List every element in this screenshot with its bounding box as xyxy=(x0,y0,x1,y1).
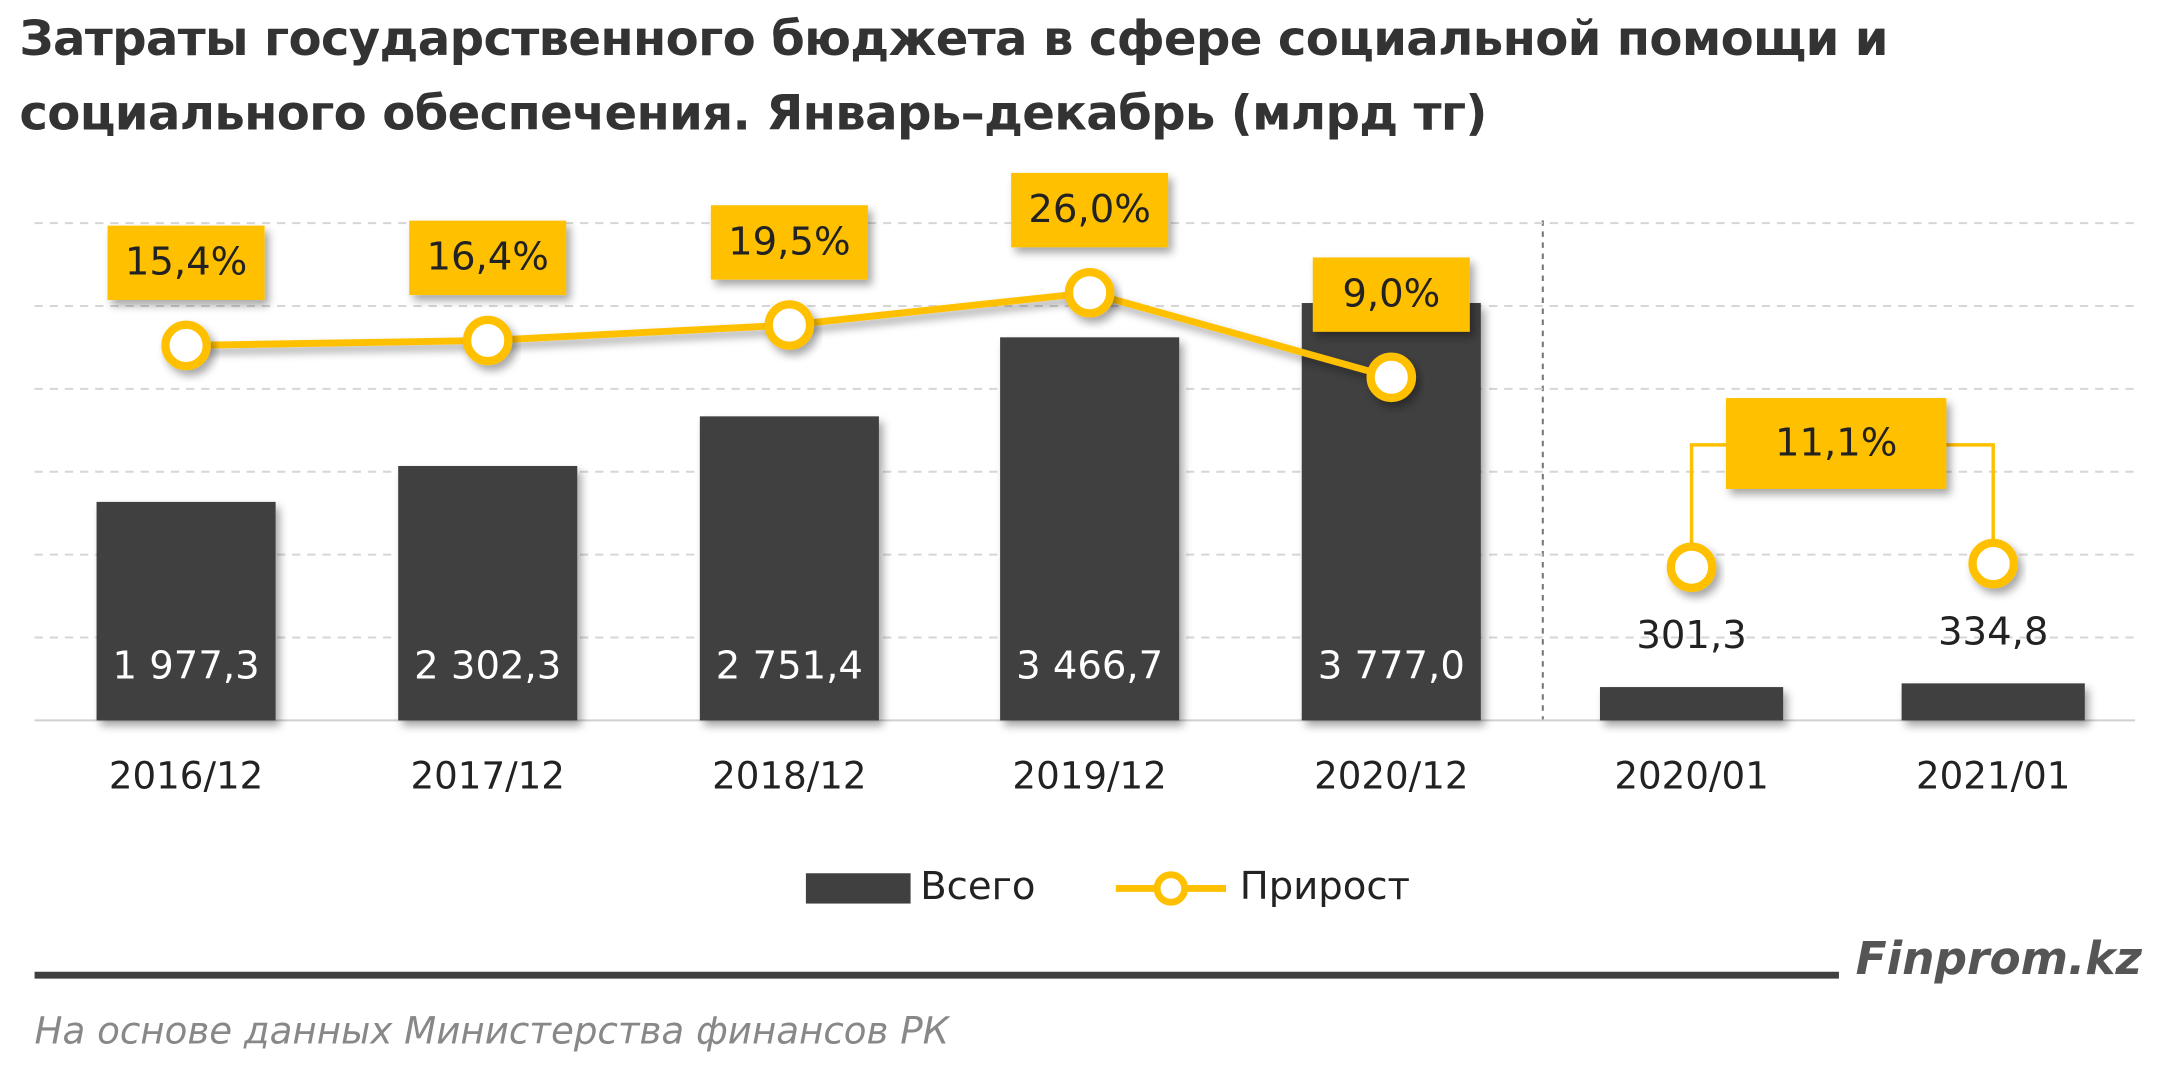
bar xyxy=(699,416,879,721)
bar-value-label: 2 302,3 xyxy=(414,644,561,689)
growth-label-box xyxy=(409,220,567,296)
bar-value-label: 1 977,3 xyxy=(113,644,260,689)
growth-label: 9,0% xyxy=(1342,272,1440,317)
growth-label: 19,5% xyxy=(728,219,850,264)
bar xyxy=(398,465,578,721)
growth-point xyxy=(1366,352,1417,403)
bracket-point xyxy=(1968,538,2018,589)
x-tick-label: 2020/01 xyxy=(1614,754,1768,798)
growth-label-box xyxy=(1312,257,1470,332)
legend-swatch xyxy=(805,873,911,904)
bracket-point xyxy=(1666,542,1717,593)
growth-label-box xyxy=(107,225,265,301)
bar-value-label: 2 751,4 xyxy=(716,644,863,689)
growth-label: 15,4% xyxy=(125,240,247,285)
growth-point xyxy=(1064,267,1115,318)
bracket-box xyxy=(1725,398,1947,489)
growth-label-box xyxy=(1011,172,1169,248)
x-tick-label: 2019/12 xyxy=(1012,754,1166,798)
chart-title: Затраты государственного бюджета в сфере… xyxy=(19,12,1888,142)
x-tick-label: 2017/12 xyxy=(411,754,565,798)
bar xyxy=(1000,337,1180,721)
bar-value-label: 334,8 xyxy=(1938,609,2048,654)
growth-point xyxy=(161,320,211,371)
growth-label: 16,4% xyxy=(426,235,548,280)
x-tick-label: 2016/12 xyxy=(109,754,263,798)
legend-label: Прирост xyxy=(1240,864,1410,909)
growth-label: 26,0% xyxy=(1028,187,1150,232)
bar xyxy=(1901,683,2085,721)
growth-label-box xyxy=(710,205,868,280)
bar-value-label: 3 777,0 xyxy=(1318,644,1465,689)
x-tick-label: 2021/01 xyxy=(1916,754,2070,798)
bar xyxy=(1599,687,1784,721)
growth-point xyxy=(462,315,513,366)
bar-value-label: 301,3 xyxy=(1636,613,1746,658)
source: На основе данных Министерства финансов Р… xyxy=(35,1009,951,1053)
bar-value-label: 3 466,7 xyxy=(1016,644,1163,689)
marks: 2016/12 2017/12 2018/12 2019/12 2020/12 2020/… xyxy=(96,172,2085,909)
legend-label: Всего xyxy=(920,864,1035,909)
bar xyxy=(96,501,276,721)
bracket-label: 11,1% xyxy=(1775,420,1897,465)
x-tick-label: 2018/12 xyxy=(712,754,866,798)
title-box: Затраты государственного бюджета в сфере… xyxy=(19,12,1888,142)
growth-point xyxy=(764,300,815,350)
brand: Finprom.kz xyxy=(1856,932,2143,985)
legend-marker xyxy=(1153,871,1189,906)
x-tick-label: 2020/12 xyxy=(1314,754,1468,798)
